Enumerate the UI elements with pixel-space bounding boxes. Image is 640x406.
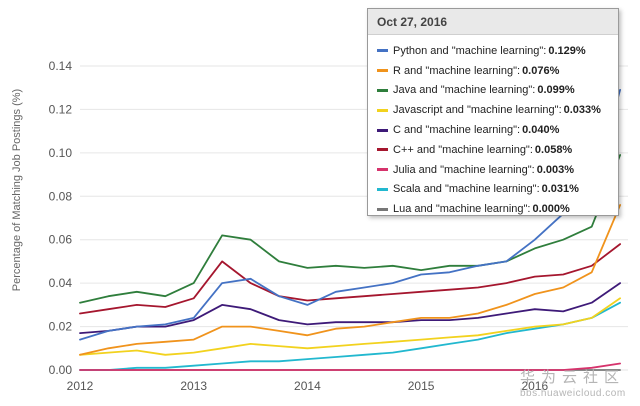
legend-swatch <box>377 187 388 191</box>
tooltip-row-value: 0.129% <box>548 44 586 57</box>
tooltip-row-label: R and "machine learning": <box>393 64 521 77</box>
legend-swatch <box>377 148 388 152</box>
tooltip-row-label: Scala and "machine learning": <box>393 183 540 196</box>
tooltip-rows: Python and "machine learning": 0.129% R an… <box>368 35 618 219</box>
tooltip-row-value: 0.058% <box>534 143 573 156</box>
series-line-java[interactable] <box>79 154 621 304</box>
tooltip-row-label: Lua and "machine learning": <box>393 203 531 216</box>
y-tick-label: 0.00 <box>49 363 73 377</box>
legend-swatch <box>377 128 388 132</box>
tooltip-row: C and "machine learning": 0.040% <box>368 120 618 140</box>
tooltip-row-value: 0.000% <box>532 203 570 216</box>
y-tick-label: 0.08 <box>49 189 73 203</box>
tooltip-row-value: 0.031% <box>541 183 579 196</box>
series-line-scala[interactable] <box>79 301 621 371</box>
tooltip-row-label: Javascript and "machine learning": <box>393 104 562 117</box>
watermark: 华为云社区 bbs.huaweicloud.com <box>520 366 636 404</box>
x-tick-label: 2016 <box>521 379 548 393</box>
series-line-julia[interactable] <box>79 362 621 371</box>
y-axis-title: Percentage of Matching Job Postings (%) <box>11 89 23 291</box>
gridlines <box>80 65 628 371</box>
y-tick-label: 0.04 <box>49 276 73 290</box>
tooltip-row-label: Java and "machine learning": <box>393 84 536 97</box>
tooltip-row: Python and "machine learning": 0.129% <box>368 41 618 61</box>
legend-swatch <box>377 69 388 73</box>
x-tick-label: 2014 <box>294 379 321 393</box>
tooltip-row: Javascript and "machine learning": 0.033% <box>368 100 618 120</box>
tooltip-row: Julia and "machine learning": 0.003% <box>368 160 618 180</box>
tooltip-row-value: 0.040% <box>522 124 560 137</box>
series-line-python[interactable] <box>79 89 621 341</box>
series-line-javascript[interactable] <box>79 297 621 356</box>
legend-swatch <box>377 49 388 53</box>
watermark-subtitle: bbs.huaweicloud.com <box>520 388 626 399</box>
x-tick-label: 2015 <box>408 379 435 393</box>
tooltip-row-label: C and "machine learning": <box>393 124 521 137</box>
tooltip-date: Oct 27, 2016 <box>368 9 618 35</box>
series-line-c[interactable] <box>79 282 621 335</box>
x-axis-tick-labels: 2012 2013 2014 2015 2016 <box>67 379 549 393</box>
series-line-r[interactable] <box>79 204 621 356</box>
y-tick-label: 0.02 <box>49 320 73 334</box>
tooltip-row-label: Python and "machine learning": <box>393 44 547 57</box>
tooltip-row: Scala and "machine learning": 0.031% <box>368 180 618 200</box>
legend-swatch <box>377 207 388 211</box>
tooltip-row-value: 0.003% <box>536 163 575 176</box>
x-tick-label: 2013 <box>180 379 207 393</box>
watermark-title: 华为云社区 <box>520 369 626 386</box>
tooltip-row-label: Julia and "machine learning": <box>393 163 535 176</box>
tooltip-row: C++ and "machine learning": 0.058% <box>368 140 618 160</box>
tooltip-row-value: 0.076% <box>522 64 560 77</box>
tooltip-row-label: C++ and "machine learning": <box>393 143 533 156</box>
y-tick-label: 0.06 <box>49 233 73 247</box>
y-tick-label: 0.12 <box>49 102 73 116</box>
hover-tooltip: Oct 27, 2016 Python and "machine learnin… <box>367 8 619 216</box>
x-tick-label: 2012 <box>67 379 94 393</box>
tooltip-row-value: 0.033% <box>563 104 601 117</box>
tooltip-row-value: 0.099% <box>537 84 575 97</box>
y-tick-label: 0.10 <box>49 146 73 160</box>
legend-swatch <box>377 168 388 172</box>
y-tick-label: 0.14 <box>49 59 73 73</box>
legend-swatch <box>377 108 388 112</box>
series-lines[interactable] <box>79 89 621 371</box>
legend-swatch <box>377 88 388 92</box>
series-line-cpp[interactable] <box>79 243 621 315</box>
tooltip-row: Lua and "machine learning": 0.000% <box>368 199 618 219</box>
y-axis-tick-labels: 0.00 0.02 0.04 0.06 0.08 0.10 0.12 0.14 <box>49 59 73 377</box>
tooltip-row: Java and "machine learning": 0.099% <box>368 81 618 101</box>
tooltip-row: R and "machine learning": 0.076% <box>368 61 618 81</box>
